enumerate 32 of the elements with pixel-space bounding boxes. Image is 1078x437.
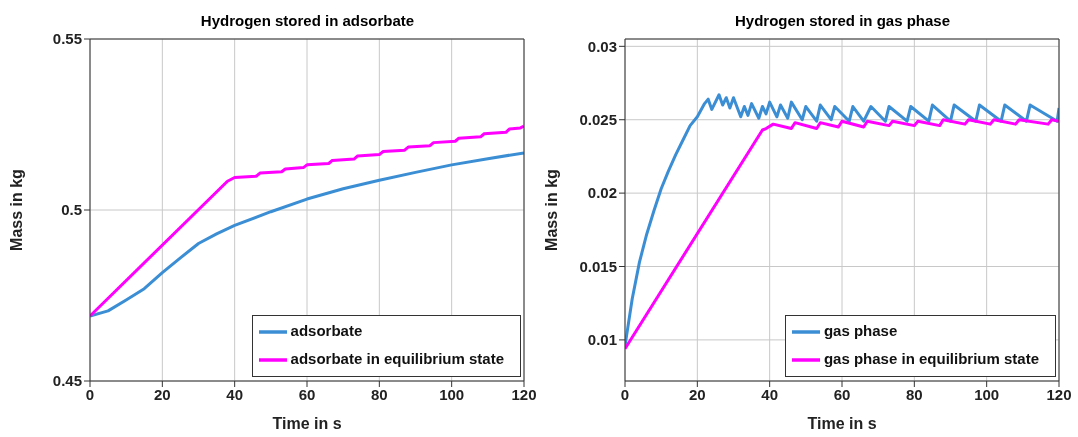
y-tick-label: 0.02 <box>587 184 617 202</box>
legend-label: gas phase <box>823 321 898 339</box>
y-tick-label: 0.5 <box>61 201 82 219</box>
y-tick-label: 0.01 <box>587 331 617 349</box>
x-axis-title: Time in s <box>272 415 342 432</box>
legend-label: adsorbate in equilibrium state <box>290 349 504 367</box>
x-tick-label: 60 <box>833 385 851 403</box>
x-tick-label: 100 <box>974 385 1000 403</box>
x-tick-label: 0 <box>620 385 630 403</box>
x-tick-label: 40 <box>226 385 244 403</box>
x-tick-label: 120 <box>1046 385 1072 403</box>
y-tick-label: 0.015 <box>579 257 617 275</box>
x-tick-label: 20 <box>688 385 706 403</box>
x-axis-title: Time in s <box>807 415 877 432</box>
chart-title: Hydrogen stored in gas phase <box>733 12 951 29</box>
x-tick-label: 60 <box>298 385 316 403</box>
y-tick-label: 0.55 <box>52 30 82 48</box>
y-tick-label: 0.03 <box>587 37 617 55</box>
x-tick-label: 120 <box>511 385 537 403</box>
y-axis-title: Mass in kg <box>7 169 25 251</box>
x-tick-label: 20 <box>153 385 171 403</box>
x-tick-label: 100 <box>439 385 465 403</box>
legend-label: gas phase in equilibrium state <box>823 349 1039 367</box>
x-tick-label: 40 <box>761 385 779 403</box>
x-tick-label: 80 <box>370 385 388 403</box>
legend-label: adsorbate <box>290 321 363 339</box>
y-tick-label: 0.025 <box>579 111 617 129</box>
y-axis-title: Mass in kg <box>542 169 560 251</box>
x-tick-label: 0 <box>85 385 95 403</box>
chart-title: Hydrogen stored in adsorbate <box>199 12 416 29</box>
x-tick-label: 80 <box>905 385 923 403</box>
y-tick-label: 0.45 <box>52 372 82 390</box>
